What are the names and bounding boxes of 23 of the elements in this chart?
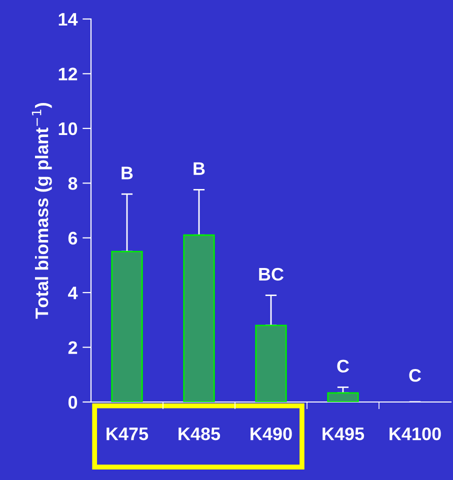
y-tick-label: 14 [58,13,78,26]
x-tick-label: K495 [322,427,364,440]
x-tick-label: K485 [178,427,220,440]
y-tick-label: 0 [68,396,78,409]
annotation: C [409,368,422,382]
y-tick-label: 4 [68,286,78,300]
x-tick-label: K475 [106,428,148,440]
y-axis-title: Total biomass (g plant$^{−1}$) [32,103,52,319]
y-tick-label: 12 [58,68,78,80]
annotation: B [194,162,205,175]
annotation: BC [259,268,284,281]
bar [111,250,143,402]
x-tick-label: K490 [250,427,292,440]
y-tick-label: 2 [68,341,78,354]
bar [255,324,287,402]
y-tick-label: 6 [68,232,78,245]
y-tick-label: 10 [58,122,78,136]
y-tick-label: 8 [68,177,78,190]
bar [327,392,359,402]
annotation: C [337,360,350,373]
annotation: B [122,166,133,180]
bar [183,234,215,402]
x-tick-label: K4100 [390,427,441,440]
